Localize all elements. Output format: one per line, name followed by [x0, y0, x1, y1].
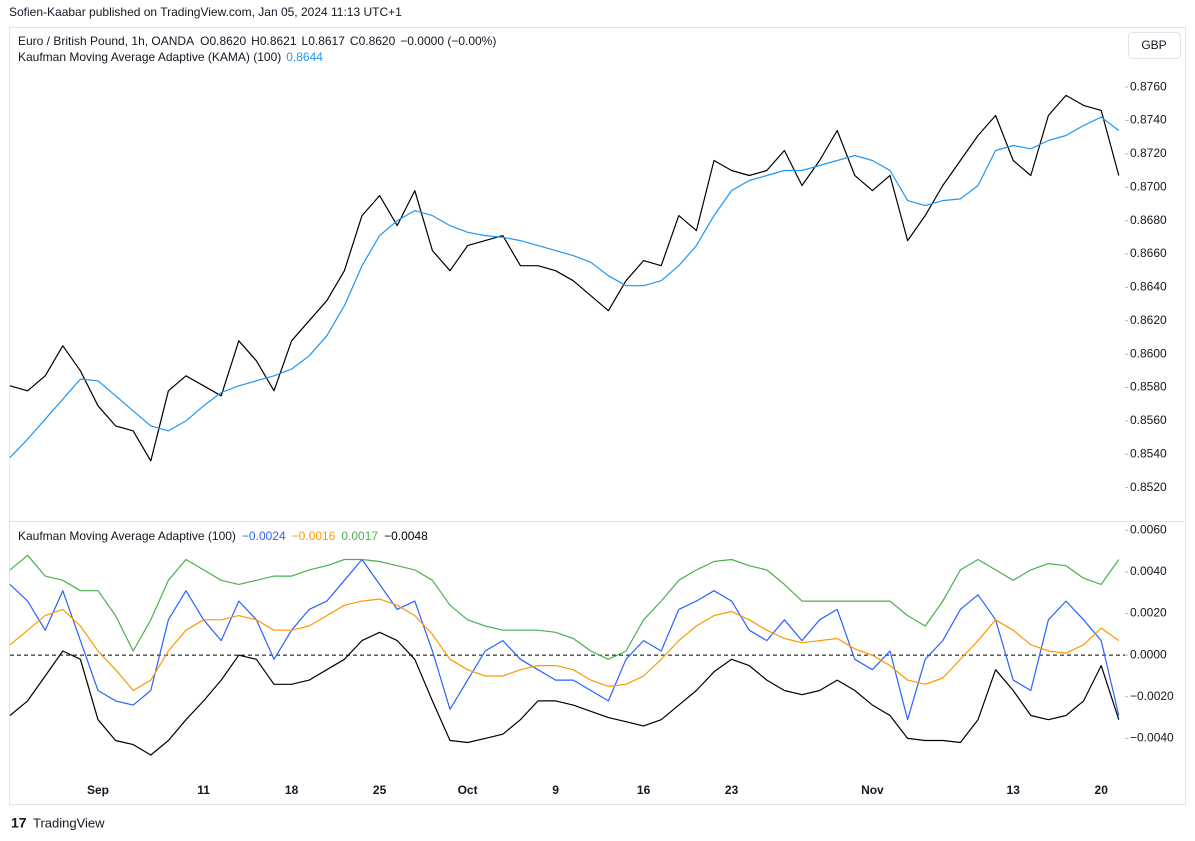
x-tick-label: Oct	[458, 783, 478, 797]
x-tick-label: 13	[1007, 783, 1021, 797]
y-tick-label: 0.8640	[1130, 280, 1167, 294]
y-tick-label: 0.8680	[1130, 213, 1167, 227]
y-tick-label: 0.8600	[1130, 346, 1167, 360]
y-tick-label: 0.8620	[1130, 313, 1167, 327]
ohlc-key: O	[200, 34, 209, 48]
ohlc-value: 0.8617	[308, 34, 345, 48]
publish-note: Sofien-Kaabar published on TradingView.c…	[9, 5, 402, 19]
y-tick-label: 0.8520	[1130, 480, 1167, 494]
series-line	[9, 554, 1120, 660]
x-tick-label: 11	[197, 783, 210, 797]
y-tick-label: 0.8560	[1130, 413, 1167, 427]
y-tick-label: 0.0020	[1130, 606, 1167, 620]
ohlc-key: L	[302, 34, 309, 48]
x-tick-label: 23	[725, 783, 739, 797]
x-tick-label: 20	[1095, 783, 1109, 797]
y-tick-label: 0.8580	[1130, 380, 1167, 394]
symbol: Euro / British Pound, 1h, OANDA	[18, 34, 194, 48]
change: −0.0000 (−0.00%)	[400, 34, 496, 48]
y-tick-label: 0.0040	[1130, 564, 1167, 578]
series-line	[9, 631, 1120, 756]
ohlc-key: C	[350, 34, 359, 48]
currency-button[interactable]	[1128, 32, 1181, 59]
indicator-value: 0.8644	[286, 50, 323, 64]
oscillator-legend: Kaufman Moving Average Adaptive (100) −0.…	[18, 529, 428, 543]
ohlc-value: 0.8620	[359, 34, 396, 48]
y-tick-label: 0.8720	[1130, 146, 1167, 160]
series-line	[9, 116, 1120, 459]
y-tick-label: 0.8740	[1130, 113, 1167, 127]
oscillator-value: −0.0024	[242, 529, 286, 543]
x-tick-label: 16	[637, 783, 651, 797]
y-tick-label: −0.0020	[1130, 689, 1174, 703]
x-tick-label: Sep	[87, 783, 109, 797]
y-tick-label: 0.8660	[1130, 246, 1167, 260]
x-tick-label: Nov	[861, 783, 884, 797]
frame	[9, 27, 1186, 805]
x-tick-label: 18	[285, 783, 299, 797]
logo-mark: 17	[11, 815, 27, 831]
symbol-legend: Euro / British Pound, 1h, OANDA O0.8620 H0…	[18, 34, 496, 48]
series-line	[9, 598, 1120, 692]
series-line	[9, 558, 1120, 721]
oscillator-value: −0.0016	[292, 529, 336, 543]
y-tick-label: 0.8540	[1130, 446, 1167, 460]
y-tick-label: 0.0060	[1130, 522, 1167, 536]
oscillator-name: Kaufman Moving Average Adaptive (100)	[18, 529, 236, 543]
x-tick-label: 25	[373, 783, 387, 797]
currency[interactable]: GBP	[1141, 38, 1166, 52]
y-tick-label: 0.8760	[1130, 79, 1167, 93]
ohlc-value: 0.8621	[260, 34, 297, 48]
oscillator-value: −0.0048	[384, 529, 428, 543]
x-tick-label: 9	[552, 783, 559, 797]
y-tick-label: 0.8700	[1130, 179, 1167, 193]
ohlc-value: 0.8620	[209, 34, 246, 48]
indicator-legend: Kaufman Moving Average Adaptive (KAMA) (…	[18, 50, 323, 64]
ohlc-key: H	[251, 34, 260, 48]
oscillator-value: 0.0017	[341, 529, 378, 543]
y-tick-label: 0.0000	[1130, 647, 1167, 661]
series-line	[9, 94, 1120, 462]
footer: TradingView	[33, 815, 105, 830]
y-tick-label: −0.0040	[1130, 731, 1174, 745]
indicator-name: Kaufman Moving Average Adaptive (KAMA) (…	[18, 50, 281, 64]
